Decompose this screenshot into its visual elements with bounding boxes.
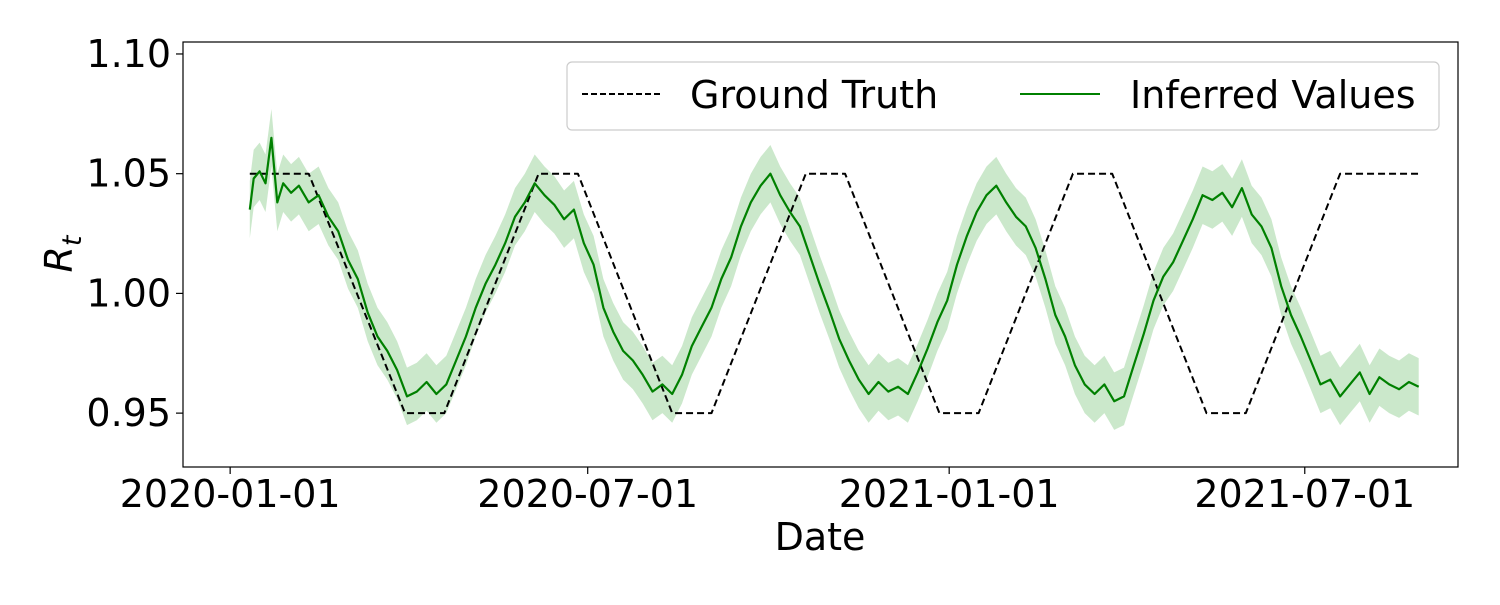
legend-label-inferred-values: Inferred Values (1130, 73, 1416, 117)
x-tick-label: 2020-07-01 (477, 472, 698, 516)
inferred-values-line (248, 136, 1420, 403)
axis-tick-layer: 2020-01-01 2020-07-01 2021-01-01 2021-07-01… (86, 32, 1415, 516)
y-tick-label: 1.05 (86, 152, 171, 196)
confidence-band-layer (249, 109, 1419, 430)
y-tick-label: 1.00 (86, 271, 171, 315)
legend-box (566, 61, 1440, 131)
y-axis-label: Rt (37, 234, 88, 272)
x-axis-label: Date (775, 515, 866, 559)
ground-truth-line (249, 172, 1419, 415)
inferred-values-confidence-band (249, 109, 1419, 430)
y-tick-label: 1.10 (86, 32, 171, 76)
plot-frame (182, 41, 1459, 468)
x-tick-label: 2020-01-01 (120, 472, 341, 516)
x-tick-label: 2021-01-01 (839, 472, 1060, 516)
y-tick-label: 0.95 (86, 391, 171, 435)
y-axis-label-base: R (37, 246, 81, 272)
series-line-layer (248, 136, 1420, 415)
legend-label-ground-truth: Ground Truth (690, 73, 938, 117)
x-tick-label: 2021-07-01 (1194, 472, 1415, 516)
y-axis-label-subscript: t (57, 234, 88, 246)
legend: Ground Truth Inferred Values (566, 61, 1440, 131)
